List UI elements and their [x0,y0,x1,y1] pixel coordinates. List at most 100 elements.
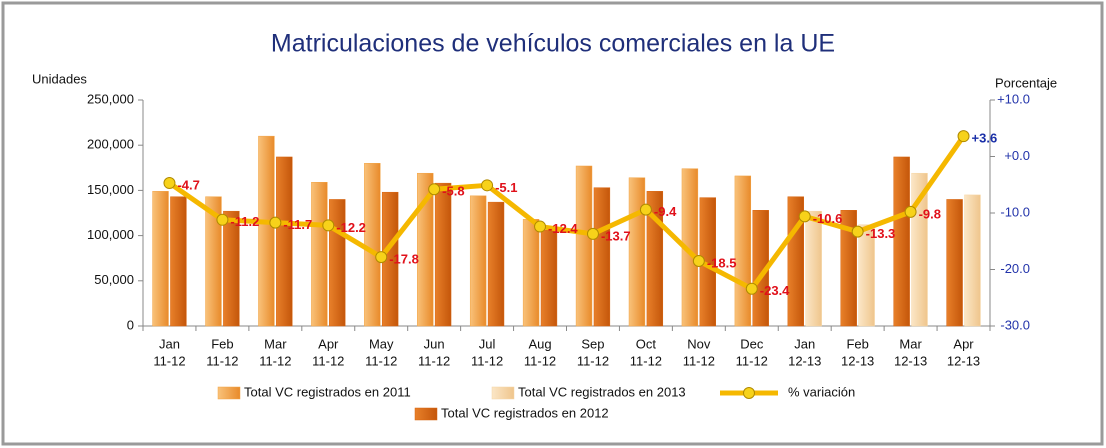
x-tick-label: 11-12 [683,353,715,368]
y-tick-label: 200,000 [87,137,134,152]
point [798,210,811,223]
bar [787,196,804,327]
x-tick-label: 11-12 [577,353,609,368]
bar [628,177,646,327]
x-tick-label: 12-13 [894,353,927,368]
data-label: -12.2 [336,220,366,235]
x-tick-label: Mar [899,336,922,351]
x-tick-label: May [369,336,394,351]
bar [434,182,452,327]
point [481,179,494,192]
bar [223,210,240,327]
data-label: -13.3 [866,226,896,241]
x-tick-label: 11-12 [524,353,556,368]
x-tick-label: 11-12 [365,353,397,368]
y2-tick-label: -10.0 [1000,204,1030,219]
bar [258,135,275,327]
x-tick-label: Sep [581,336,604,351]
x-tick-label: 11-12 [418,353,450,368]
data-label: -17.8 [389,252,419,267]
bar [858,224,875,327]
x-tick-label: Feb [211,336,233,351]
data-label: -11.7 [283,217,312,232]
bar [364,163,381,327]
x-tick-label: Aug [528,336,551,351]
bar [276,156,293,327]
y-tick-label: 150,000 [87,182,134,197]
x-tick-label: 11-12 [153,353,185,368]
x-tick-label: Nov [687,336,711,351]
legend-swatch [491,386,515,400]
bar [487,201,505,327]
x-tick-label: Apr [318,336,339,351]
data-label: +3.6 [972,131,998,146]
point [692,255,705,268]
x-tick-label: 11-12 [471,353,503,368]
point [586,227,599,240]
x-tick-label: Jan [794,336,815,351]
bar [469,195,487,327]
point [745,282,758,295]
x-tick-label: Dec [740,336,764,351]
point [216,213,229,226]
bar [734,175,752,327]
legend-label: Total VC registrados en 2013 [518,384,686,399]
point [375,251,388,264]
point [957,130,970,143]
x-tick-label: Feb [846,336,868,351]
x-tick-label: 11-12 [312,353,344,368]
x-tick-label: 12-13 [788,353,821,368]
legend-label: % variación [788,384,855,399]
x-tick-label: 11-12 [630,353,662,368]
point [534,220,547,233]
bar [329,199,346,327]
x-tick-label: 11-12 [206,353,238,368]
data-label: -11.2 [230,214,259,229]
y2-tick-label: +10.0 [997,91,1030,106]
x-tick-label: 11-12 [259,353,291,368]
x-tick-label: Oct [636,336,657,351]
y2-tick-label: -20.0 [1000,261,1030,276]
data-label: -13.7 [601,228,631,243]
x-tick-label: Jun [424,336,445,351]
data-label: -9.4 [654,204,677,219]
legend-point [743,387,755,399]
x-tick-label: 12-13 [947,353,980,368]
data-label: -12.4 [548,221,578,236]
point [639,203,652,216]
bar [311,182,328,327]
x-tick-label: Jul [479,336,496,351]
bar [593,187,611,327]
legend-swatch [414,407,438,421]
bar [522,219,540,327]
y2-tick-label: +0.0 [1004,148,1030,163]
point [163,177,176,190]
bar [893,156,910,327]
line [168,134,966,292]
point [269,216,282,229]
y2-tick-label: -30.0 [1000,317,1030,332]
data-label: -5.8 [442,184,464,199]
y-tick-label: 250,000 [87,91,134,106]
bar [205,196,222,327]
data-label: -18.5 [707,255,737,270]
x-tick-label: 11-12 [736,353,768,368]
legend-label: Total VC registrados en 2011 [244,384,411,399]
point [428,183,441,196]
point [851,225,864,238]
point [904,205,917,218]
bar [540,229,558,327]
legend-label: Total VC registrados en 2012 [441,405,609,420]
y-tick-label: 100,000 [87,227,134,242]
bar [152,191,169,327]
y-tick-label: 0 [127,317,134,332]
data-label: -9.8 [919,206,941,221]
data-label: -4.7 [177,177,199,192]
y2-axis-label: Porcentaje [995,75,1057,90]
bar [840,210,857,327]
y-tick-label: 50,000 [94,272,134,287]
x-tick-label: Apr [953,336,974,351]
y-axis-label: Unidades [32,71,87,86]
bar [805,210,822,327]
